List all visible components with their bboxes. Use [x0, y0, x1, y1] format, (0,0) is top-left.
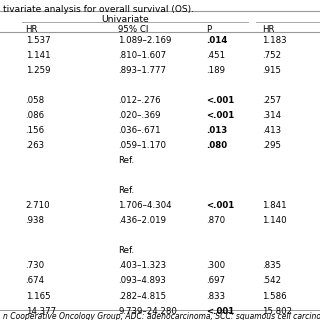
Text: .257: .257	[262, 96, 282, 105]
Text: <.001: <.001	[206, 307, 235, 316]
Text: <.001: <.001	[206, 96, 235, 105]
Text: .013: .013	[206, 126, 228, 135]
Text: .730: .730	[26, 261, 45, 270]
Text: 1.141: 1.141	[26, 51, 50, 60]
Text: .080: .080	[206, 141, 228, 150]
Text: .833: .833	[206, 292, 226, 300]
Text: .300: .300	[206, 261, 226, 270]
Text: tivariate analysis for overall survival (OS).: tivariate analysis for overall survival …	[3, 5, 194, 14]
Text: .810–1.607: .810–1.607	[118, 51, 166, 60]
Text: .086: .086	[26, 111, 45, 120]
Text: .263: .263	[26, 141, 45, 150]
Text: .674: .674	[26, 276, 45, 285]
Text: n Cooperative Oncology Group, ADC: adenocarcinoma, SCC: squamous cell carcinoma,: n Cooperative Oncology Group, ADC: adeno…	[3, 312, 320, 320]
Text: 95% CI: 95% CI	[118, 25, 149, 34]
Text: 1.537: 1.537	[26, 36, 50, 45]
Text: .189: .189	[206, 66, 225, 75]
Text: .020–.369: .020–.369	[118, 111, 161, 120]
Text: <.001: <.001	[206, 111, 235, 120]
Text: Ref.: Ref.	[118, 246, 134, 255]
Text: .835: .835	[262, 261, 282, 270]
Text: .012–.276: .012–.276	[118, 96, 161, 105]
Text: .093–4.893: .093–4.893	[118, 276, 166, 285]
Text: 1.089–2.169: 1.089–2.169	[118, 36, 172, 45]
Text: .282–4.815: .282–4.815	[118, 292, 166, 300]
Text: HR: HR	[262, 25, 275, 34]
Text: 1.165: 1.165	[26, 292, 50, 300]
Text: .893–1.777: .893–1.777	[118, 66, 166, 75]
Text: .295: .295	[262, 141, 281, 150]
Text: 1.586: 1.586	[262, 292, 287, 300]
Text: .413: .413	[262, 126, 282, 135]
Text: .697: .697	[206, 276, 225, 285]
Text: .938: .938	[26, 216, 44, 225]
Text: 1.841: 1.841	[262, 201, 287, 210]
Text: 15.802: 15.802	[262, 307, 292, 316]
Text: .058: .058	[26, 96, 45, 105]
Text: 2.710: 2.710	[26, 201, 50, 210]
Text: Univariate: Univariate	[101, 15, 149, 24]
Text: .436–2.019: .436–2.019	[118, 216, 166, 225]
Text: 1.140: 1.140	[262, 216, 287, 225]
Text: 1.183: 1.183	[262, 36, 287, 45]
Text: .542: .542	[262, 276, 282, 285]
Text: <.001: <.001	[206, 201, 235, 210]
Text: P: P	[206, 25, 212, 34]
Text: .314: .314	[262, 111, 282, 120]
Text: 1.706–4.304: 1.706–4.304	[118, 201, 172, 210]
Text: Ref.: Ref.	[118, 186, 134, 195]
Text: .403–1.323: .403–1.323	[118, 261, 166, 270]
Text: Ref.: Ref.	[118, 156, 134, 165]
Text: 1.259: 1.259	[26, 66, 50, 75]
Text: .915: .915	[262, 66, 281, 75]
Text: 9.739–24.280: 9.739–24.280	[118, 307, 177, 316]
Text: HR: HR	[26, 25, 38, 34]
Text: .014: .014	[206, 36, 228, 45]
Text: .036–.671: .036–.671	[118, 126, 161, 135]
Text: 14.377: 14.377	[26, 307, 56, 316]
Text: .752: .752	[262, 51, 282, 60]
Text: .870: .870	[206, 216, 226, 225]
Text: .451: .451	[206, 51, 226, 60]
Text: .156: .156	[26, 126, 45, 135]
Text: .059–1.170: .059–1.170	[118, 141, 166, 150]
